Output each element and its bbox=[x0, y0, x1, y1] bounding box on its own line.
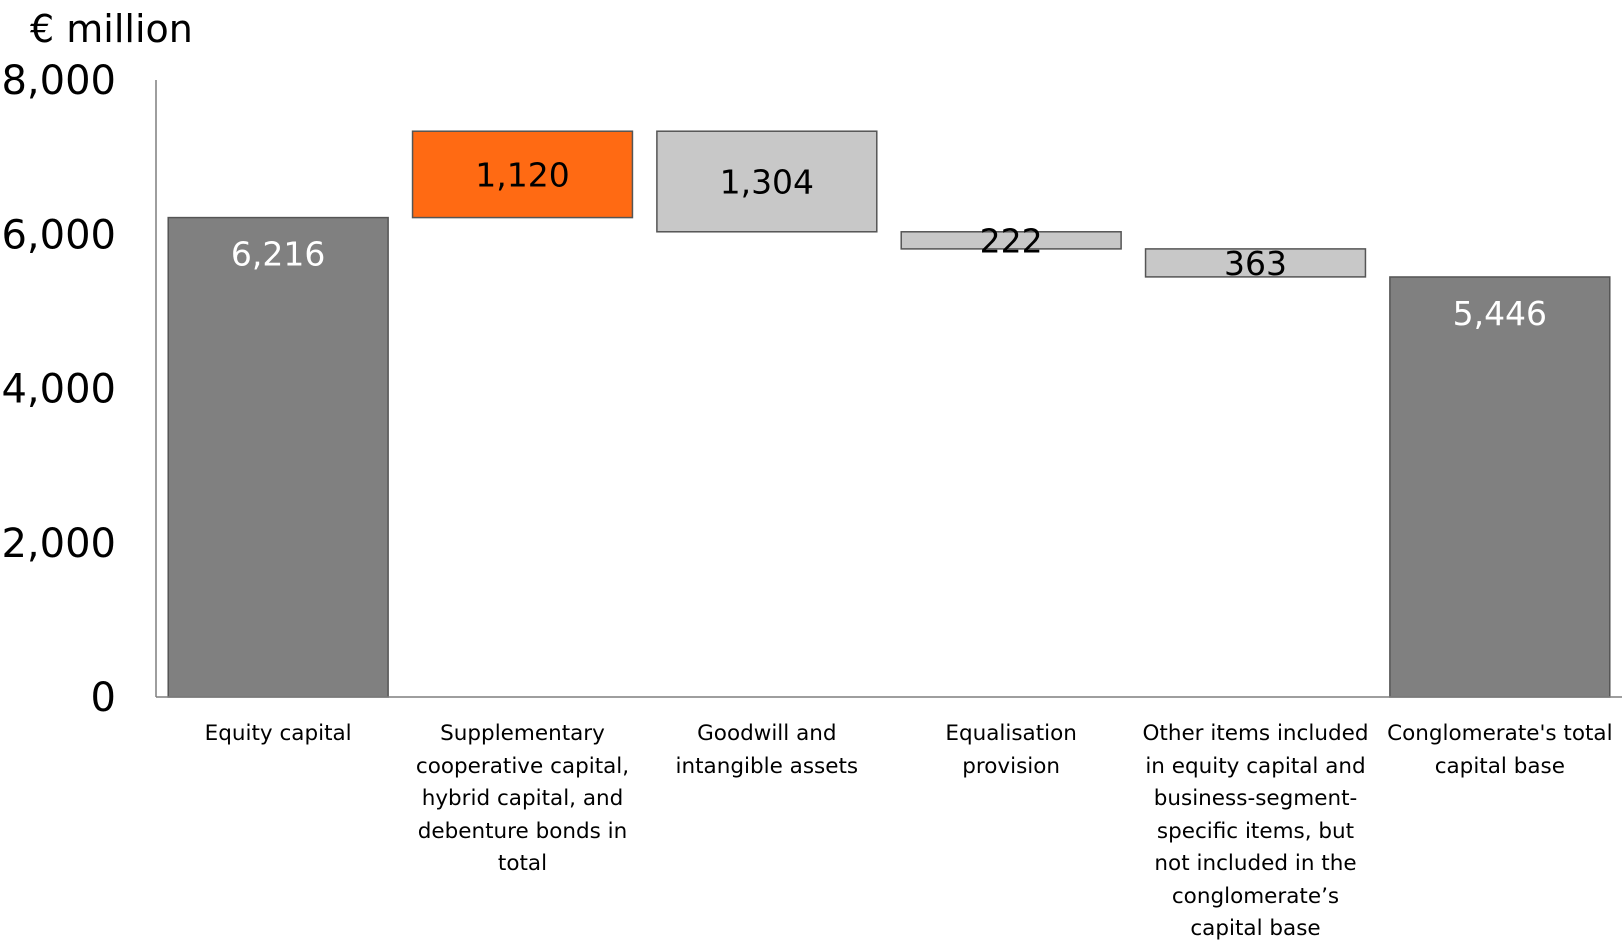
bars bbox=[167, 130, 1611, 698]
category-label: Supplementary cooperative capital, hybri… bbox=[415, 721, 630, 876]
data-label: 6,216 bbox=[231, 235, 325, 274]
y-tick-label: 8,000 bbox=[1, 58, 116, 104]
data-label: 5,446 bbox=[1453, 294, 1547, 333]
y-axis-ticks: 0 2,000 4,000 6,000 8,000 bbox=[1, 58, 116, 721]
bar-4-decrease bbox=[900, 231, 1122, 250]
category-label: Goodwill and intangible assets bbox=[675, 721, 859, 779]
y-tick-label: 0 bbox=[91, 675, 116, 721]
data-label: 1,304 bbox=[720, 162, 814, 201]
data-label: 1,120 bbox=[475, 155, 569, 194]
y-tick-label: 4,000 bbox=[1, 367, 116, 413]
unit-label: € million bbox=[30, 7, 193, 51]
bar-3-decrease bbox=[656, 130, 878, 233]
category-label: Equity capital bbox=[204, 721, 352, 746]
bar-6-total bbox=[1389, 276, 1611, 698]
category-label: Equalisation provision bbox=[945, 721, 1077, 779]
data-label: 222 bbox=[980, 221, 1043, 260]
category-label: Other items included in equity capital a… bbox=[1142, 721, 1369, 941]
data-label: 363 bbox=[1224, 244, 1287, 283]
bar-2-increase bbox=[411, 130, 634, 219]
bar-1-total bbox=[167, 216, 389, 698]
y-tick-label: 2,000 bbox=[1, 521, 116, 567]
bar-5-decrease bbox=[1144, 248, 1367, 278]
data-labels: 6,216 1,120 1,304 222 363 5,446 bbox=[231, 155, 1547, 333]
category-label: Conglomerate's total capital base bbox=[1387, 721, 1613, 779]
y-tick-label: 6,000 bbox=[1, 212, 116, 258]
